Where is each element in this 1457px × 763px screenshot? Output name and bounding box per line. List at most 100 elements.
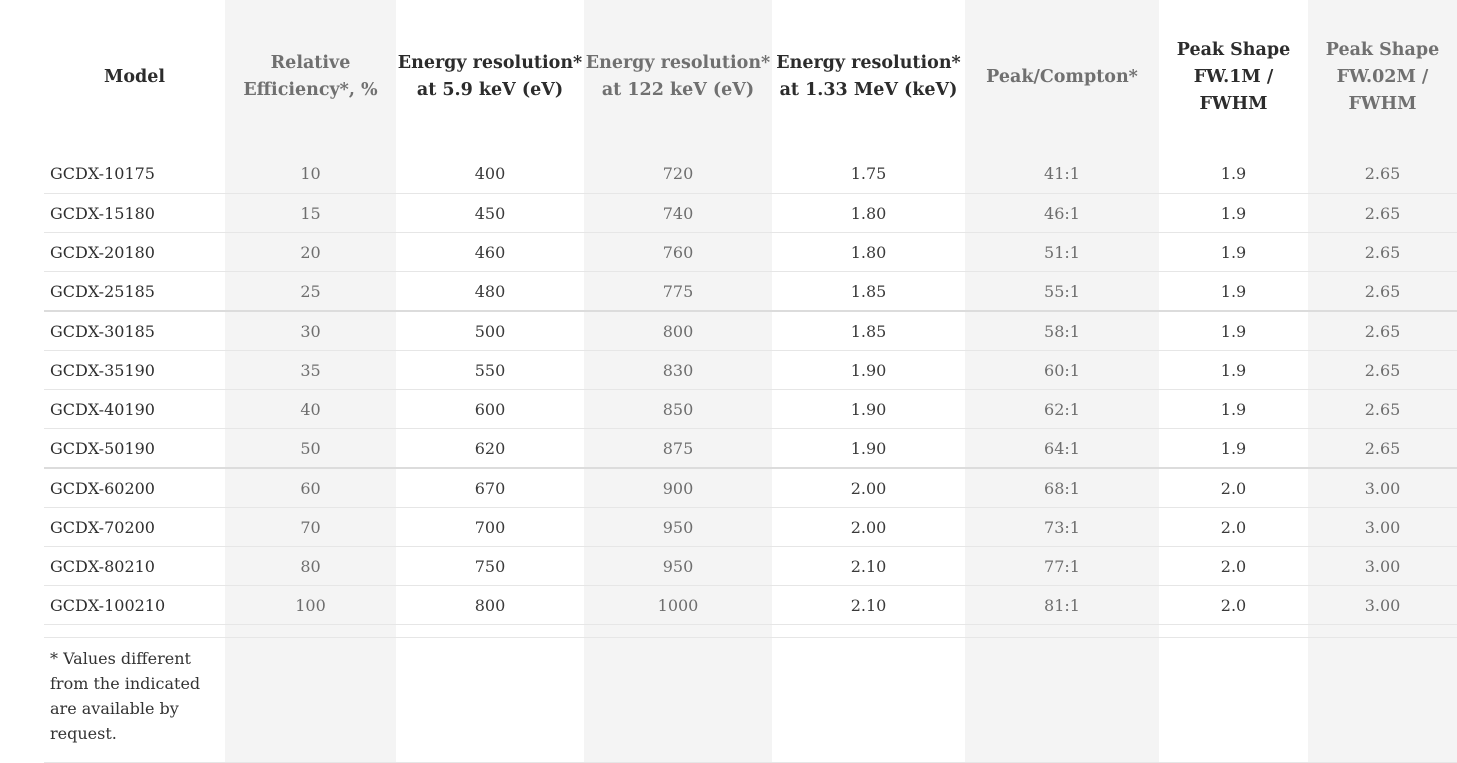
cell-resolution-122kev: 950 xyxy=(584,546,772,586)
cell-relative-efficiency: 20 xyxy=(225,232,396,272)
cell-resolution-1-33mev: 1.90 xyxy=(772,428,965,469)
cell-resolution-1-33mev: 1.90 xyxy=(772,350,965,390)
cell-resolution-1-33mev: 2.10 xyxy=(772,585,965,625)
header-peak-shape-fw02m: Peak Shape FW.02M / FWHM xyxy=(1308,0,1457,154)
cell-resolution-5-9kev: 500 xyxy=(396,311,584,351)
cell-peak-compton: 60:1 xyxy=(965,350,1159,390)
cell-peak-shape-fw02m: 3.00 xyxy=(1308,468,1457,508)
cell-resolution-1-33mev: 1.90 xyxy=(772,389,965,429)
cell-peak-compton: 51:1 xyxy=(965,232,1159,272)
table-row: GCDX-30185 30 500 800 1.85 58:1 1.9 2.65 xyxy=(44,311,1457,351)
cell-resolution-1-33mev: 2.00 xyxy=(772,507,965,547)
cell-peak-shape-fw1m: 2.0 xyxy=(1159,546,1308,586)
table-row: GCDX-100210 100 800 1000 2.10 81:1 2.0 3.00 xyxy=(44,585,1457,625)
cell-peak-compton: 46:1 xyxy=(965,193,1159,233)
cell-relative-efficiency: 40 xyxy=(225,389,396,429)
cell-resolution-5-9kev: 550 xyxy=(396,350,584,390)
footnote-text: * Values different from the indicated ar… xyxy=(44,637,225,763)
cell-resolution-5-9kev: 600 xyxy=(396,389,584,429)
table-row: GCDX-15180 15 450 740 1.80 46:1 1.9 2.65 xyxy=(44,193,1457,233)
cell-resolution-5-9kev: 620 xyxy=(396,428,584,469)
cell-model: GCDX-35190 xyxy=(44,350,225,390)
cell-resolution-122kev: 720 xyxy=(584,154,772,194)
cell-peak-shape-fw1m: 2.0 xyxy=(1159,585,1308,625)
header-resolution-1-33mev: Energy resolution* at 1.33 MeV (keV) xyxy=(776,53,961,100)
cell-resolution-1-33mev: 1.80 xyxy=(772,193,965,233)
cell-resolution-122kev: 900 xyxy=(584,468,772,508)
table-row: GCDX-80210 80 750 950 2.10 77:1 2.0 3.00 xyxy=(44,546,1457,586)
cell-resolution-122kev: 850 xyxy=(584,389,772,429)
cell-relative-efficiency: 10 xyxy=(225,154,396,194)
cell-peak-shape-fw1m: 1.9 xyxy=(1159,193,1308,233)
cell-peak-compton: 73:1 xyxy=(965,507,1159,547)
cell-peak-shape-fw1m: 2.0 xyxy=(1159,507,1308,547)
cell-peak-shape-fw02m: 2.65 xyxy=(1308,193,1457,233)
cell-peak-shape-fw1m: 2.0 xyxy=(1159,468,1308,508)
cell-peak-compton: 77:1 xyxy=(965,546,1159,586)
cell-relative-efficiency: 35 xyxy=(225,350,396,390)
cell-resolution-5-9kev: 480 xyxy=(396,271,584,312)
cell-peak-shape-fw1m: 1.9 xyxy=(1159,428,1308,469)
cell-peak-compton: 58:1 xyxy=(965,311,1159,351)
table-row: GCDX-70200 70 700 950 2.00 73:1 2.0 3.00 xyxy=(44,507,1457,547)
cell-resolution-122kev: 950 xyxy=(584,507,772,547)
cell-resolution-5-9kev: 750 xyxy=(396,546,584,586)
cell-resolution-1-33mev: 1.80 xyxy=(772,232,965,272)
cell-peak-shape-fw1m: 1.9 xyxy=(1159,271,1308,312)
cell-resolution-122kev: 740 xyxy=(584,193,772,233)
cell-peak-shape-fw02m: 2.65 xyxy=(1308,428,1457,469)
cell-peak-shape-fw1m: 1.9 xyxy=(1159,389,1308,429)
table-row: GCDX-10175 10 400 720 1.75 41:1 1.9 2.65 xyxy=(44,154,1457,194)
table-body: GCDX-10175 10 400 720 1.75 41:1 1.9 2.65 GCDX-15… xyxy=(44,154,1457,625)
header-peak-shape-fw1m: Peak Shape FW.1M / FWHM xyxy=(1176,39,1291,114)
detector-spec-table: Model Relative Efficiency*, % Energy res… xyxy=(44,0,1457,763)
cell-resolution-1-33mev: 2.10 xyxy=(772,546,965,586)
cell-model: GCDX-40190 xyxy=(44,389,225,429)
cell-peak-compton: 62:1 xyxy=(965,389,1159,429)
table-row: GCDX-60200 60 670 900 2.00 68:1 2.0 3.00 xyxy=(44,468,1457,508)
header-row: Model Relative Efficiency*, % Energy res… xyxy=(44,0,1457,154)
cell-resolution-1-33mev: 1.75 xyxy=(772,154,965,194)
cell-resolution-122kev: 760 xyxy=(584,232,772,272)
table-row: GCDX-40190 40 600 850 1.90 62:1 1.9 2.65 xyxy=(44,389,1457,429)
header-model: Model xyxy=(103,66,166,87)
header-resolution-122kev: Energy resolution* at 122 keV (eV) xyxy=(584,0,772,154)
table-row: GCDX-50190 50 620 875 1.90 64:1 1.9 2.65 xyxy=(44,428,1457,469)
cell-peak-shape-fw1m: 1.9 xyxy=(1159,154,1308,194)
cell-resolution-1-33mev: 2.00 xyxy=(772,468,965,508)
cell-resolution-5-9kev: 670 xyxy=(396,468,584,508)
cell-resolution-5-9kev: 450 xyxy=(396,193,584,233)
cell-peak-compton: 81:1 xyxy=(965,585,1159,625)
spacer-row xyxy=(44,624,1457,638)
cell-resolution-122kev: 775 xyxy=(584,271,772,312)
spec-table-container: Model Relative Efficiency*, % Energy res… xyxy=(44,0,1457,763)
footnote-row: * Values different from the indicated ar… xyxy=(44,637,1457,763)
cell-relative-efficiency: 15 xyxy=(225,193,396,233)
cell-peak-shape-fw02m: 2.65 xyxy=(1308,389,1457,429)
header-resolution-5-9kev: Energy resolution* at 5.9 keV (eV) xyxy=(397,53,583,100)
cell-peak-shape-fw02m: 2.65 xyxy=(1308,350,1457,390)
cell-peak-compton: 55:1 xyxy=(965,271,1159,312)
cell-model: GCDX-70200 xyxy=(44,507,225,547)
cell-resolution-122kev: 1000 xyxy=(584,585,772,625)
cell-model: GCDX-80210 xyxy=(44,546,225,586)
cell-resolution-122kev: 800 xyxy=(584,311,772,351)
cell-relative-efficiency: 60 xyxy=(225,468,396,508)
cell-resolution-122kev: 830 xyxy=(584,350,772,390)
cell-resolution-1-33mev: 1.85 xyxy=(772,271,965,312)
cell-resolution-5-9kev: 460 xyxy=(396,232,584,272)
cell-peak-shape-fw02m: 2.65 xyxy=(1308,232,1457,272)
cell-relative-efficiency: 80 xyxy=(225,546,396,586)
cell-relative-efficiency: 25 xyxy=(225,271,396,312)
header-peak-compton: Peak/Compton* xyxy=(965,0,1159,154)
table-row: GCDX-35190 35 550 830 1.90 60:1 1.9 2.65 xyxy=(44,350,1457,390)
cell-resolution-5-9kev: 800 xyxy=(396,585,584,625)
cell-resolution-1-33mev: 1.85 xyxy=(772,311,965,351)
cell-peak-shape-fw02m: 3.00 xyxy=(1308,507,1457,547)
cell-peak-shape-fw02m: 2.65 xyxy=(1308,154,1457,194)
header-relative-efficiency: Relative Efficiency*, % xyxy=(225,0,396,154)
cell-model: GCDX-20180 xyxy=(44,232,225,272)
cell-resolution-5-9kev: 700 xyxy=(396,507,584,547)
cell-peak-shape-fw02m: 3.00 xyxy=(1308,585,1457,625)
cell-model: GCDX-100210 xyxy=(44,585,225,625)
